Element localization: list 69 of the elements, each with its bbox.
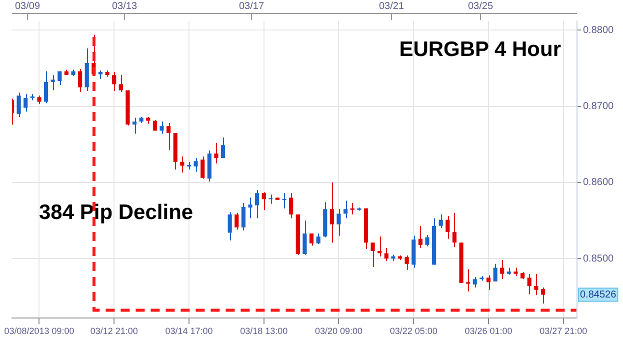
x-tick-label: 03/26 01:00	[464, 326, 512, 336]
text: 0.84526	[580, 289, 617, 300]
candlestick	[44, 70, 48, 104]
candlestick	[50, 74, 55, 91]
candlestick	[452, 212, 457, 248]
candlestick	[466, 268, 470, 292]
candlestick	[540, 287, 546, 304]
candlestick	[118, 74, 123, 92]
candlestick	[166, 122, 171, 150]
candlestick	[228, 212, 232, 241]
candlestick	[282, 192, 286, 209]
candlestick	[378, 236, 382, 257]
candlestick	[16, 92, 21, 118]
candlestick	[438, 214, 443, 229]
candlestick	[418, 225, 422, 248]
x-tick-label: 03/27 21:00	[540, 326, 588, 336]
x-tick-label: 03/12 21:00	[90, 326, 138, 336]
candlestick	[58, 70, 62, 86]
candlestick	[268, 194, 273, 204]
x-tick-label: 03/08/2013 09:00	[4, 326, 74, 336]
candlestick	[472, 276, 477, 288]
candlestick	[493, 263, 498, 282]
candlestick	[309, 232, 314, 246]
x-tick-label: 03/20 09:00	[314, 326, 363, 336]
x-tick-label: 03/22 05:00	[390, 326, 438, 336]
text: 03/13	[112, 0, 138, 12]
candlestick	[370, 242, 375, 268]
candlestick	[330, 182, 334, 244]
candlestick	[160, 121, 164, 134]
text: 03/17	[238, 0, 264, 12]
candlestick	[180, 156, 184, 174]
candlestick	[214, 142, 218, 164]
text: 03/25	[468, 0, 494, 12]
candlestick	[78, 68, 82, 92]
candlestick	[24, 94, 28, 112]
candlestick	[289, 192, 294, 219]
candlestick	[336, 208, 341, 236]
candlestick	[248, 197, 252, 219]
candlestick	[425, 234, 430, 247]
annotation: 384 Pip Decline	[39, 200, 194, 224]
candlestick	[220, 137, 226, 159]
candlestick	[486, 274, 491, 290]
candlestick	[241, 202, 246, 231]
candlestick	[500, 260, 504, 280]
candlestick	[344, 200, 348, 219]
x-tick-label: 03/14 17:00	[165, 326, 213, 336]
candlestick	[112, 72, 116, 92]
text: EURGBP 4 Hour	[399, 38, 561, 61]
y-tick-label: 0.8700	[583, 101, 614, 112]
candlestick	[234, 212, 239, 230]
text: 03/09	[14, 0, 40, 12]
y-tick-label: 0.8600	[583, 177, 614, 188]
candlestick	[200, 156, 205, 180]
candlestick	[446, 215, 450, 240]
candlestick	[404, 255, 409, 271]
candlestick	[527, 273, 532, 295]
y-tick-label: 0.8500	[583, 253, 614, 264]
y-tick-label: 0.8800	[583, 24, 614, 36]
text: 03/21	[378, 0, 404, 12]
candlestick	[262, 192, 266, 210]
candlestick	[350, 202, 354, 215]
candlestick	[194, 158, 198, 172]
candlestick	[255, 190, 260, 219]
candlestick	[132, 117, 137, 134]
candlestick	[534, 273, 538, 296]
candlestick	[316, 232, 320, 245]
x-tick-label: 03/18 13:00	[240, 326, 288, 336]
candlestick	[384, 247, 388, 262]
candlestick	[302, 220, 307, 256]
